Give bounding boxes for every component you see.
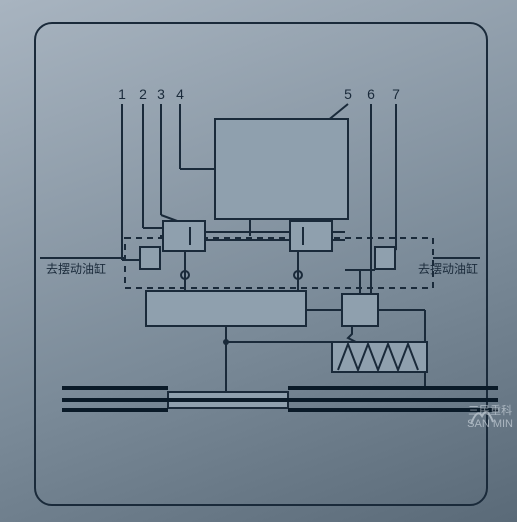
label-left: 去摆动油缸 <box>46 261 106 276</box>
page-root: 1 2 3 4 5 6 7 去摆动油缸 去摆动油缸 <box>0 0 517 522</box>
callout-3: 3 <box>157 86 165 102</box>
label-right: 去摆动油缸 <box>418 261 478 276</box>
callout-1: 1 <box>118 86 126 102</box>
valve-body <box>146 291 306 326</box>
callout-2: 2 <box>139 86 147 102</box>
port-left <box>140 247 160 269</box>
schematic-svg: 1 2 3 4 5 6 7 去摆动油缸 去摆动油缸 <box>0 0 517 522</box>
block-5 <box>215 119 348 219</box>
callout-7: 7 <box>392 86 400 102</box>
cylinder-right <box>290 221 332 251</box>
callout-5: 5 <box>344 86 352 102</box>
block-6 <box>342 294 378 326</box>
spring-icon <box>348 326 356 342</box>
callout-4: 4 <box>176 86 184 102</box>
cylinder-left <box>163 221 205 251</box>
callout-6: 6 <box>367 86 375 102</box>
port-right <box>375 247 395 269</box>
